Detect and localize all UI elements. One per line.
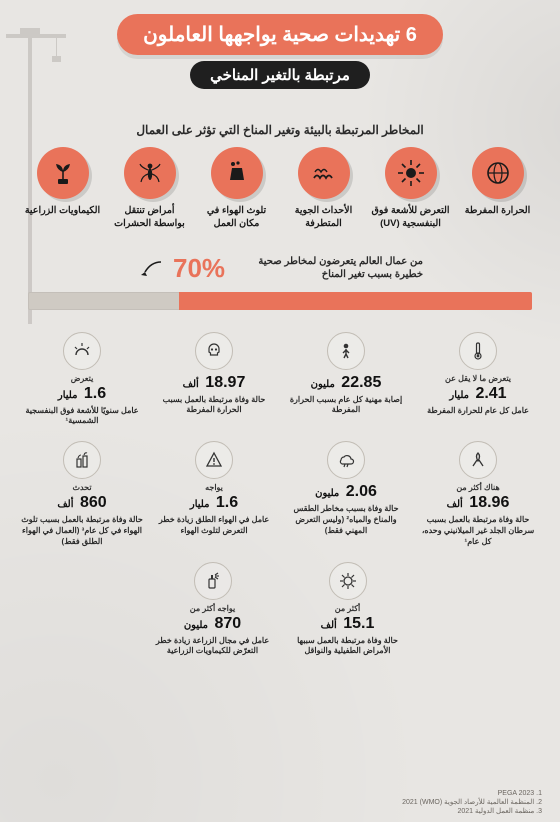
stat-lead: يتعرض ما لا يقل عن bbox=[416, 374, 540, 383]
pollution-icon bbox=[211, 147, 263, 199]
threats-grid: الحرارة المفرطة التعرض للأشعة فوق البنفس… bbox=[22, 147, 538, 231]
threat-item: التعرض للأشعة فوق البنفسجية (UV) bbox=[370, 147, 451, 231]
percent-text: من عمال العالم يتعرضون لمخاطر صحية خطيرة… bbox=[233, 255, 423, 281]
threat-label: الكيماويات الزراعية bbox=[22, 205, 103, 218]
stat-number: 22.85 bbox=[341, 374, 381, 391]
stat-card: 2.06 مليون حالة وفاة بسبب مخاطر الطقس وا… bbox=[282, 437, 410, 551]
stat-desc: حالة وفاة مرتبطة بالعمل بسبب تلوث الهواء… bbox=[20, 515, 144, 547]
stat-card: 22.85 مليون إصابة مهنية كل عام بسبب الحر… bbox=[282, 328, 410, 432]
stat-lead: تحدث bbox=[20, 483, 144, 492]
stat-card: يواجه أكثر من 870 مليون عامل في مجال الز… bbox=[147, 558, 278, 662]
stat-desc: عامل في الهواء الطلق زيادة خطر التعرض لت… bbox=[152, 515, 276, 537]
subtitle-row: مرتبطة بالتغير المناخي bbox=[18, 61, 542, 89]
threat-label: أمراض تنتقل بواسطة الحشرات bbox=[109, 205, 190, 231]
stat-number: 2.41 bbox=[475, 385, 506, 402]
percent-bar bbox=[28, 292, 532, 310]
spray-icon bbox=[194, 562, 232, 600]
injury-icon bbox=[327, 332, 365, 370]
stat-card: هناك أكثر من 18.96 ألف حالة وفاة مرتبطة … bbox=[414, 437, 542, 551]
mosquito-icon bbox=[124, 147, 176, 199]
stat-desc: عامل كل عام للحرارة المفرطة bbox=[416, 406, 540, 417]
stat-number: 1.6 bbox=[216, 494, 238, 511]
stat-unit: ألف bbox=[57, 499, 73, 510]
stat-unit: مليون bbox=[315, 488, 339, 499]
stat-card: يواجه 1.6 مليار عامل في الهواء الطلق زيا… bbox=[150, 437, 278, 551]
stat-unit: مليون bbox=[184, 620, 208, 631]
section-title: المخاطر المرتبطة بالبيئة وتغير المناخ ال… bbox=[18, 123, 542, 137]
uv-icon bbox=[63, 332, 101, 370]
stat-card: أكثر من 15.1 ألف حالة وفاة مرتبطة بالعمل… bbox=[282, 558, 413, 662]
thermometer-icon bbox=[459, 332, 497, 370]
stat-number: 860 bbox=[80, 494, 107, 511]
footnote: 1. PEGA 2023 bbox=[18, 789, 542, 798]
stat-number: 1.6 bbox=[84, 385, 106, 402]
stat-card: يتعرض ما لا يقل عن 2.41 مليار عامل كل عا… bbox=[414, 328, 542, 432]
storm-icon bbox=[327, 441, 365, 479]
plant-icon bbox=[37, 147, 89, 199]
stat-number: 18.97 bbox=[205, 374, 245, 391]
threat-item: تلوث الهواء في مكان العمل bbox=[196, 147, 277, 231]
wave-icon bbox=[298, 147, 350, 199]
stat-number: 18.96 bbox=[469, 494, 509, 511]
stat-desc: عامل سنويًا للأشعة فوق البنفسجية الشمسية… bbox=[20, 406, 144, 428]
stat-unit: ألف bbox=[321, 620, 337, 631]
stats-grid: يتعرض ما لا يقل عن 2.41 مليار عامل كل عا… bbox=[18, 328, 542, 662]
globe-icon bbox=[472, 147, 524, 199]
stat-desc: حالة وفاة مرتبطة بالعمل بسبب سرطان الجلد… bbox=[416, 515, 540, 547]
stat-unit: مليار bbox=[58, 390, 78, 401]
stat-desc: إصابة مهنية كل عام بسبب الحرارة المفرطة bbox=[284, 395, 408, 417]
percent-block: من عمال العالم يتعرضون لمخاطر صحية خطيرة… bbox=[28, 253, 532, 310]
stat-unit: ألف bbox=[183, 379, 199, 390]
threat-label: الأحداث الجوية المتطرفة bbox=[283, 205, 364, 231]
stat-lead: يتعرض bbox=[20, 374, 144, 383]
sun-icon bbox=[385, 147, 437, 199]
footnotes: 1. PEGA 2023 2. المنظمة العالمية للأرصاد… bbox=[18, 789, 542, 816]
warning-icon bbox=[195, 441, 233, 479]
percent-bar-fill bbox=[179, 292, 532, 310]
stat-card: 18.97 ألف حالة وفاة مرتبطة بالعمل بسبب ا… bbox=[150, 328, 278, 432]
footnote: 3. منظمة العمل الدولية 2021 bbox=[18, 807, 542, 816]
stat-lead: أكثر من bbox=[284, 604, 411, 613]
percent-value: 70% bbox=[173, 253, 225, 284]
stat-number: 2.06 bbox=[346, 483, 377, 500]
stat-number: 15.1 bbox=[343, 615, 374, 632]
stat-desc: عامل في مجال الزراعة زيادة خطر التعرّض ل… bbox=[149, 636, 276, 658]
stat-desc: حالة وفاة مرتبطة بالعمل سببها الأمراض ال… bbox=[284, 636, 411, 658]
stat-lead: هناك أكثر من bbox=[416, 483, 540, 492]
threat-label: الحرارة المفرطة bbox=[457, 205, 538, 218]
stat-desc: حالة وفاة مرتبطة بالعمل بسبب الحرارة الم… bbox=[152, 395, 276, 417]
stat-lead: يواجه أكثر من bbox=[149, 604, 276, 613]
footnote: 2. المنظمة العالمية للأرصاد الجوية (WMO)… bbox=[18, 798, 542, 807]
threat-item: أمراض تنتقل بواسطة الحشرات bbox=[109, 147, 190, 231]
subtitle: مرتبطة بالتغير المناخي bbox=[190, 61, 370, 89]
stat-lead: يواجه bbox=[152, 483, 276, 492]
virus-icon bbox=[329, 562, 367, 600]
main-title: 6 تهديدات صحية يواجهها العاملون bbox=[117, 14, 443, 55]
threat-label: التعرض للأشعة فوق البنفسجية (UV) bbox=[370, 205, 451, 231]
smog-icon bbox=[63, 441, 101, 479]
stat-card: تحدث 860 ألف حالة وفاة مرتبطة بالعمل بسب… bbox=[18, 437, 146, 551]
stat-desc: حالة وفاة بسبب مخاطر الطقس والمناخ والمي… bbox=[284, 504, 408, 536]
ribbon-icon bbox=[459, 441, 497, 479]
title-row: 6 تهديدات صحية يواجهها العاملون bbox=[18, 14, 542, 55]
stats-row-3: أكثر من 15.1 ألف حالة وفاة مرتبطة بالعمل… bbox=[18, 558, 542, 662]
skull-icon bbox=[195, 332, 233, 370]
threat-item: الكيماويات الزراعية bbox=[22, 147, 103, 231]
threat-label: تلوث الهواء في مكان العمل bbox=[196, 205, 277, 231]
threat-item: الأحداث الجوية المتطرفة bbox=[283, 147, 364, 231]
threat-item: الحرارة المفرطة bbox=[457, 147, 538, 231]
arrow-icon bbox=[137, 258, 165, 278]
stat-unit: مليون bbox=[311, 379, 335, 390]
stat-unit: مليار bbox=[449, 390, 469, 401]
stat-number: 870 bbox=[214, 615, 241, 632]
stat-card: يتعرض 1.6 مليار عامل سنويًا للأشعة فوق ا… bbox=[18, 328, 146, 432]
stat-unit: مليار bbox=[190, 499, 210, 510]
stat-unit: ألف bbox=[447, 499, 463, 510]
